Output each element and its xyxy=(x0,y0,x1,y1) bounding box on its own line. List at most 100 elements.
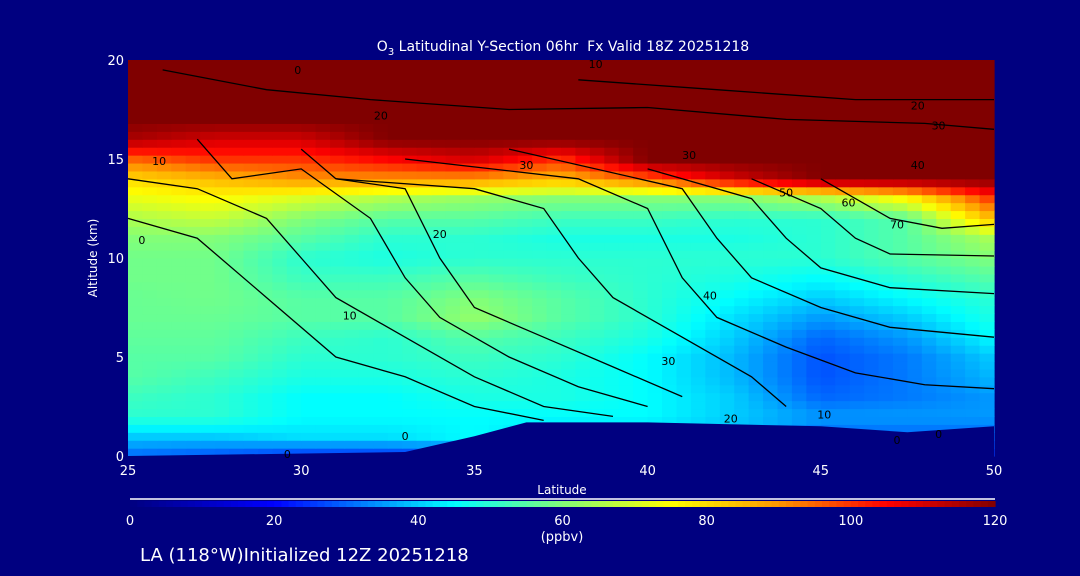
heatmap-cell xyxy=(459,416,475,425)
heatmap-cell xyxy=(849,115,865,124)
heatmap-cell xyxy=(777,107,793,117)
heatmap-cell xyxy=(185,162,201,172)
heatmap-cell xyxy=(546,313,562,322)
heatmap-cell xyxy=(358,368,374,378)
heatmap-cell xyxy=(445,432,461,441)
heatmap-cell xyxy=(286,353,302,362)
heatmap-cell xyxy=(835,360,851,370)
heatmap-cell xyxy=(344,234,360,243)
heatmap-cell xyxy=(142,424,158,433)
heatmap-cell xyxy=(748,194,764,204)
heatmap-cell xyxy=(315,313,331,322)
heatmap-cell xyxy=(936,60,952,69)
heatmap-cell xyxy=(748,234,764,243)
heatmap-cell xyxy=(633,170,649,180)
heatmap-cell xyxy=(878,297,894,307)
x-tick-label: 35 xyxy=(466,464,483,479)
heatmap-cell xyxy=(517,131,533,140)
heatmap-cell xyxy=(791,400,807,410)
heatmap-cell xyxy=(849,297,865,307)
heatmap-cell xyxy=(589,91,605,101)
heatmap-cell xyxy=(214,329,230,338)
heatmap-cell xyxy=(344,416,360,425)
heatmap-cell xyxy=(763,60,779,69)
heatmap-cell xyxy=(272,210,288,219)
colorbar-segment xyxy=(850,501,859,507)
heatmap-cell xyxy=(286,400,302,410)
heatmap-cell xyxy=(864,297,880,307)
heatmap-cell xyxy=(330,226,346,235)
heatmap-cell xyxy=(589,67,605,77)
heatmap-cell xyxy=(488,281,504,291)
heatmap-cell xyxy=(849,345,865,354)
heatmap-cell xyxy=(156,368,172,378)
heatmap-cell xyxy=(387,107,403,117)
heatmap-cell xyxy=(633,123,649,132)
heatmap-cell xyxy=(864,242,880,251)
heatmap-cell xyxy=(488,321,504,330)
contour-line xyxy=(647,168,995,295)
heatmap-cell xyxy=(416,281,432,291)
heatmap-cell xyxy=(647,131,663,140)
heatmap-cell xyxy=(402,313,418,322)
heatmap-cell xyxy=(763,186,779,196)
heatmap-cell xyxy=(229,440,245,449)
heatmap-cell xyxy=(156,218,172,227)
heatmap-cell xyxy=(142,289,158,299)
heatmap-cell xyxy=(892,107,908,117)
colorbar-segment xyxy=(158,501,167,507)
heatmap-cell xyxy=(921,234,937,243)
heatmap-cell xyxy=(965,131,981,140)
heatmap-cell xyxy=(878,289,894,299)
heatmap-cell xyxy=(142,360,158,370)
heatmap-cell xyxy=(561,392,577,402)
heatmap-cell xyxy=(734,162,750,172)
heatmap-cell xyxy=(965,376,981,386)
colorbar-segment xyxy=(411,501,419,507)
heatmap-cell xyxy=(561,178,577,188)
heatmap-cell xyxy=(546,258,562,267)
heatmap-cell xyxy=(690,162,706,172)
heatmap-cell xyxy=(618,360,634,370)
heatmap-cell xyxy=(878,147,894,156)
heatmap-cell xyxy=(662,75,678,85)
heatmap-cell xyxy=(618,337,634,346)
heatmap-cell xyxy=(474,258,490,267)
heatmap-cell xyxy=(459,202,475,212)
heatmap-cell xyxy=(676,75,692,85)
heatmap-cell xyxy=(777,162,793,172)
heatmap-cell xyxy=(618,226,634,235)
heatmap-cell xyxy=(921,305,937,315)
heatmap-cell xyxy=(791,360,807,370)
heatmap-cell xyxy=(358,218,374,227)
heatmap-cell xyxy=(517,313,533,322)
colorbar-segment xyxy=(223,501,232,507)
heatmap-cell xyxy=(503,155,519,164)
heatmap-cell xyxy=(503,392,519,402)
heatmap-cell xyxy=(777,305,793,315)
heatmap-cell xyxy=(575,67,591,77)
heatmap-cell xyxy=(431,226,447,235)
heatmap-cell xyxy=(575,186,591,196)
heatmap-cell xyxy=(705,416,721,425)
heatmap-cell xyxy=(604,67,620,77)
heatmap-cell xyxy=(301,155,317,164)
heatmap-cell xyxy=(719,107,735,117)
heatmap-cell xyxy=(171,432,187,441)
heatmap-cell xyxy=(315,297,331,307)
heatmap-cell xyxy=(128,147,144,156)
heatmap-cell xyxy=(878,273,894,283)
heatmap-cell xyxy=(445,202,461,212)
heatmap-cell xyxy=(864,186,880,196)
heatmap-cell xyxy=(820,258,836,267)
heatmap-cell xyxy=(128,297,144,307)
heatmap-cell xyxy=(604,329,620,338)
heatmap-cell xyxy=(358,273,374,283)
heatmap-cell xyxy=(445,416,461,425)
heatmap-cell xyxy=(965,170,981,180)
heatmap-cell xyxy=(156,123,172,132)
heatmap-cell xyxy=(517,265,533,275)
heatmap-cell xyxy=(561,273,577,283)
heatmap-cell xyxy=(330,448,346,457)
